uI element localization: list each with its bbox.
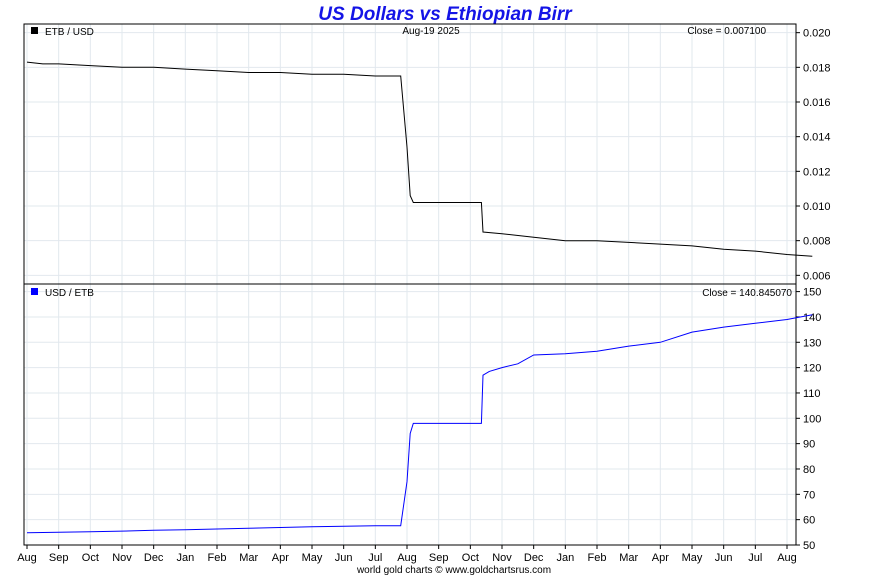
etb-usd-y-tick-label: 0.016 [803,97,831,109]
etb-usd-panel: ETB / USD Aug-19 2025 Close = 0.007100 0… [23,23,831,285]
usd-etb-y-tick-label: 140 [803,312,821,324]
usd-etb-gridlines [24,284,796,546]
usd-etb-y-tick-label: 120 [803,363,821,375]
usd-etb-plot-frame [23,283,797,546]
usd-etb-legend-swatch [31,288,38,295]
x-tick-label: May [302,552,323,564]
x-tick-label: May [682,552,703,564]
usd-etb-y-tick-label: 130 [803,337,821,349]
x-tick-label: Aug [397,552,417,564]
x-tick-label: Jan [176,552,194,564]
x-tick-label: Aug [777,552,797,564]
x-tick-label: Jul [368,552,382,564]
usd-etb-y-tick-label: 80 [803,464,815,476]
etb-usd-y-axis: 0.020 0.018 0.016 0.014 0.012 0.010 0.008 0.006 [796,28,831,282]
chart-title: US Dollars vs Ethiopian Birr [318,4,573,25]
usd-etb-y-tick-label: 50 [803,540,815,552]
etb-usd-legend-swatch [31,27,38,34]
x-tick-label: Nov [492,552,512,564]
x-tick-label: Jun [715,552,733,564]
x-tick-label: Apr [652,552,669,564]
x-tick-label: Oct [82,552,99,564]
usd-etb-close-label: Close = 140.845070 [702,288,792,299]
x-tick-label: Nov [112,552,132,564]
date-label: Aug-19 2025 [402,26,460,37]
x-tick-label: Jun [335,552,353,564]
usd-etb-y-tick-label: 110 [803,388,821,400]
etb-usd-y-tick-label: 0.012 [803,166,831,178]
etb-usd-close-label: Close = 0.007100 [687,26,766,37]
etb-usd-y-tick-label: 0.008 [803,236,831,248]
x-tick-label: Oct [462,552,479,564]
etb-usd-y-tick-label: 0.018 [803,62,831,74]
x-tick-label: Aug [17,552,37,564]
etb-usd-y-tick-label: 0.010 [803,201,831,213]
x-tick-label: Sep [49,552,69,564]
usd-etb-y-tick-label: 70 [803,489,815,501]
usd-etb-y-tick-label: 100 [803,413,821,425]
etb-usd-series-line [26,61,813,257]
x-tick-label: Mar [239,552,258,564]
x-tick-label: Feb [588,552,607,564]
usd-etb-y-tick-label: 60 [803,515,815,527]
etb-usd-y-tick-label: 0.006 [803,270,831,282]
etb-usd-y-tick-label: 0.014 [803,132,831,144]
usd-etb-panel: USD / ETB Close = 140.845070 150 140 130 12… [23,283,821,552]
usd-etb-series-line [26,314,813,534]
x-tick-label: Dec [144,552,164,564]
usd-etb-y-tick-label: 150 [803,287,821,299]
etb-usd-legend-label: ETB / USD [45,27,94,38]
x-tick-label: Sep [429,552,449,564]
usd-etb-legend-label: USD / ETB [45,288,94,299]
usd-etb-y-tick-label: 90 [803,439,815,451]
x-axis: Aug Sep Oct Nov Dec Jan Feb Mar Apr May Jun Jul Aug S… [17,545,797,564]
x-tick-label: Feb [208,552,227,564]
usd-etb-y-axis: 150 140 130 120 110 100 90 80 70 60 50 [796,287,821,552]
etb-usd-y-tick-label: 0.020 [803,28,831,40]
x-tick-label: Jul [748,552,762,564]
x-tick-label: Dec [524,552,544,564]
x-tick-label: Mar [619,552,638,564]
footer-credit: world gold charts © www.goldchartsrus.co… [356,565,551,575]
x-tick-label: Apr [272,552,289,564]
x-tick-label: Jan [556,552,574,564]
